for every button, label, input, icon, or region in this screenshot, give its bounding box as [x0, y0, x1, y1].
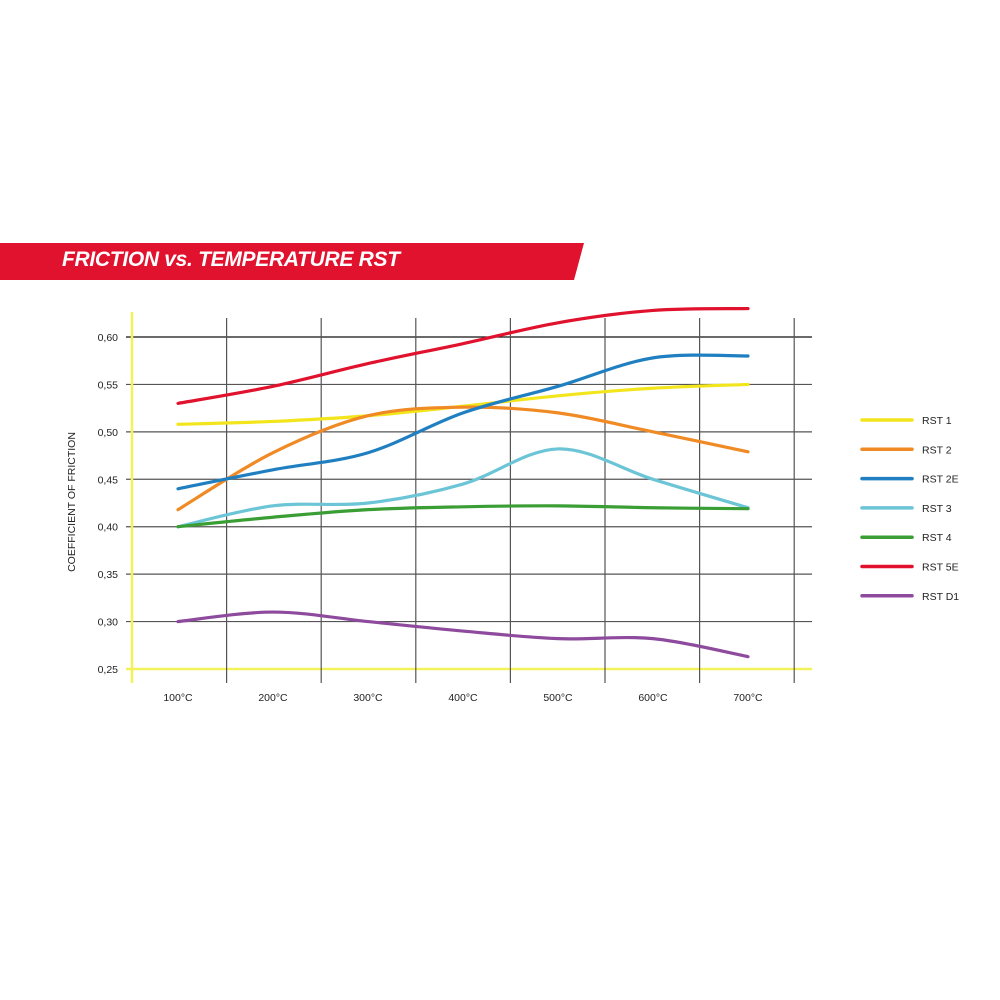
y-tick-label: 0,35	[98, 569, 119, 581]
series-line-rst-5e	[176, 306, 750, 405]
series-line-rst-3	[176, 447, 750, 529]
legend-label: RST 2E	[922, 474, 959, 486]
y-tick-label: 0,55	[98, 379, 119, 391]
legend-label: RST 3	[922, 503, 952, 515]
series-line-rst-2	[176, 405, 750, 512]
y-tick-label: 0,25	[98, 664, 119, 676]
series-line-rst-1	[176, 382, 750, 426]
x-tick-label: 300°C	[353, 692, 383, 704]
x-tick-label: 600°C	[638, 692, 668, 704]
legend-label: RST 1	[922, 415, 952, 427]
y-tick-label: 0,45	[98, 474, 119, 486]
y-tick-label: 0,50	[98, 427, 119, 439]
legend-label: RST D1	[922, 591, 959, 603]
y-tick-label: 0,30	[98, 617, 119, 629]
y-tick-label: 0,40	[98, 522, 119, 534]
chart-title: FRICTION vs. TEMPERATURE RST	[62, 248, 400, 271]
x-tick-label: 100°C	[163, 692, 193, 704]
series-line-rst-4	[176, 504, 750, 529]
y-tick-label: 0,60	[98, 332, 119, 344]
x-tick-label: 400°C	[448, 692, 478, 704]
legend-label: RST 5E	[922, 562, 959, 574]
title-banner	[0, 243, 584, 280]
series-line-rst-2e	[176, 353, 750, 491]
x-tick-label: 500°C	[543, 692, 573, 704]
legend-label: RST 4	[922, 532, 952, 544]
legend-label: RST 2	[922, 444, 952, 456]
series-line-rst-d1	[176, 610, 750, 659]
x-tick-label: 200°C	[258, 692, 288, 704]
y-axis-label: COEFFICIENT OF FRICTION	[66, 432, 78, 572]
x-tick-label: 700°C	[733, 692, 763, 704]
